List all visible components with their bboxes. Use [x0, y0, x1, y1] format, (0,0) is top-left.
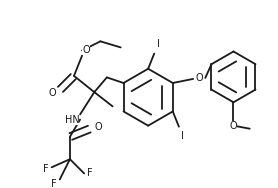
Text: O: O: [49, 88, 56, 98]
Text: F: F: [87, 168, 93, 178]
Text: I: I: [157, 39, 160, 49]
Text: F: F: [51, 179, 56, 188]
Text: O: O: [95, 122, 102, 132]
Text: F: F: [43, 164, 48, 174]
Text: I: I: [182, 131, 184, 141]
Text: O: O: [230, 121, 237, 131]
Text: O: O: [195, 73, 203, 83]
Text: O: O: [82, 45, 90, 55]
Text: HN: HN: [64, 114, 79, 125]
